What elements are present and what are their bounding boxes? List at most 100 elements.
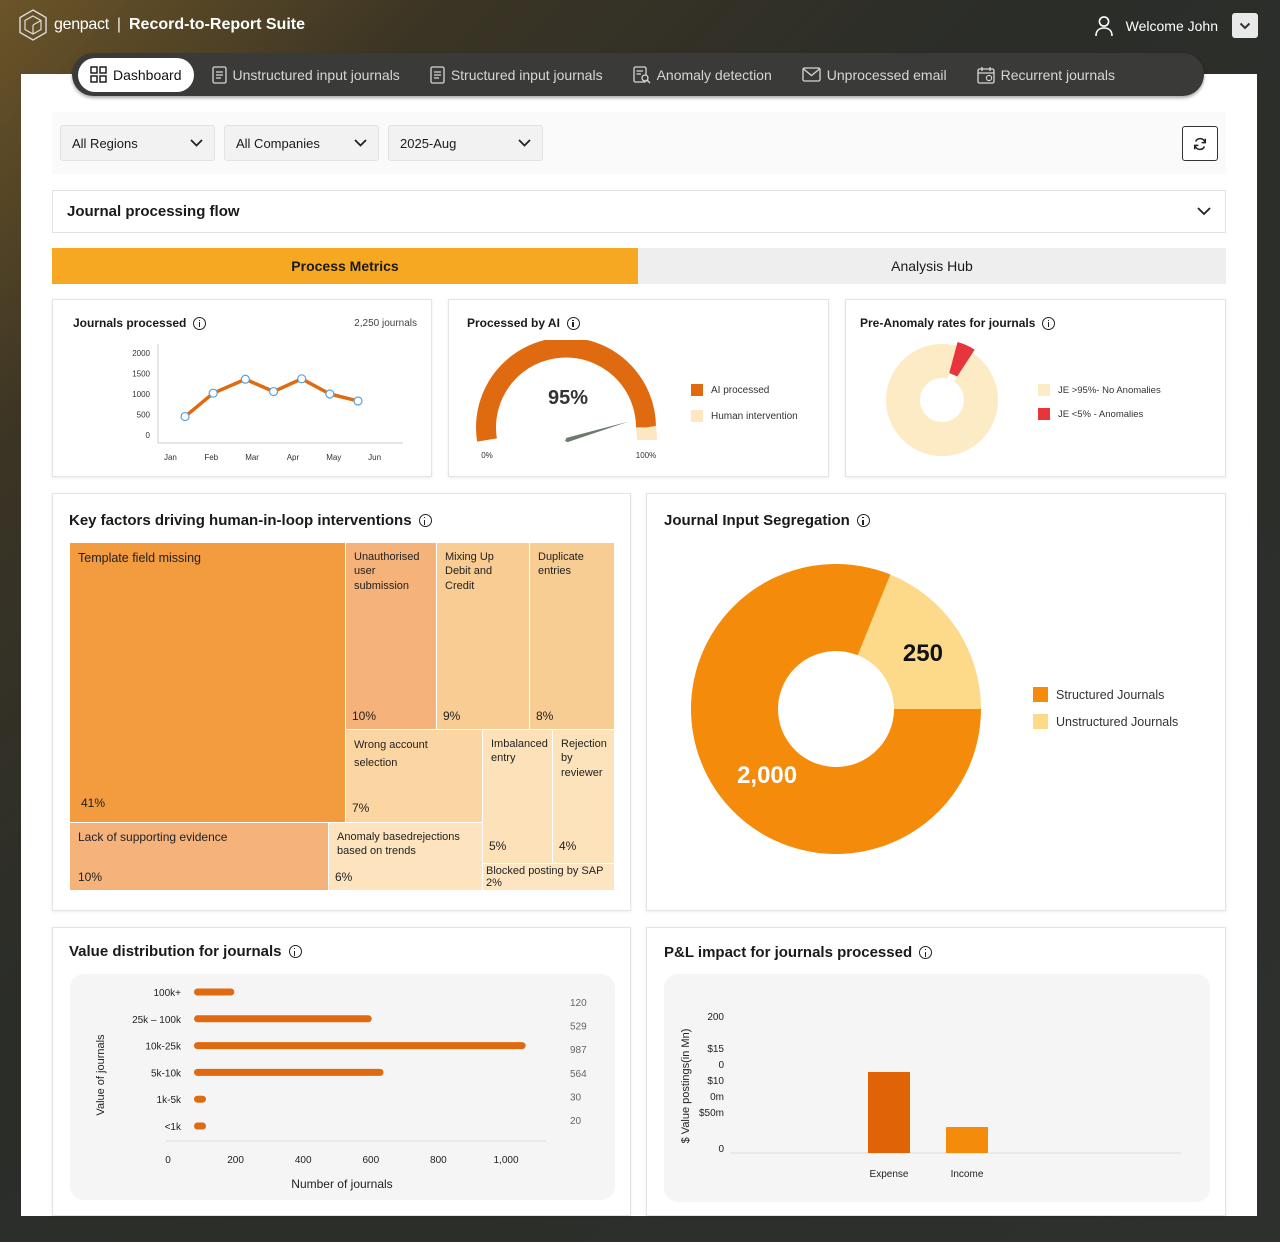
x-tick-label: 800 — [430, 1155, 447, 1166]
ai-legend: AI processed Human intervention — [691, 384, 798, 434]
info-icon[interactable] — [919, 946, 933, 959]
nav-label: Unprocessed email — [826, 66, 947, 83]
x-tick-label: Jan — [164, 453, 177, 462]
legend-swatch — [1033, 687, 1048, 702]
journals-line-chart: 2000 1500 1000 500 0 Jan Feb Mar Apr May Jun — [132, 344, 403, 462]
legend-swatch — [1038, 408, 1050, 420]
legend-swatch — [691, 384, 703, 396]
info-icon[interactable] — [566, 316, 580, 330]
card-title: Journal Input Segregation — [664, 512, 870, 529]
y-tick-label: $10 — [707, 1076, 724, 1087]
treemap-cell[interactable]: Imbalanced entry 5% — [483, 730, 553, 864]
period-select[interactable]: 2025-Aug — [388, 125, 543, 161]
x-tick-label: Feb — [204, 453, 218, 462]
legend-label: Structured Journals — [1056, 687, 1165, 702]
journal-processing-flow-accordion[interactable]: Journal processing flow — [52, 190, 1226, 233]
info-icon[interactable] — [288, 945, 302, 958]
nav-unstructured-input-journals[interactable]: Unstructured input journals — [200, 58, 412, 92]
nav-anomaly-detection[interactable]: Anomaly detection — [621, 58, 784, 92]
info-icon[interactable] — [418, 514, 432, 527]
y-tick-label: $15 — [707, 1044, 724, 1055]
legend-item: JE >95%- No Anomalies — [1038, 384, 1161, 396]
cell-value: 10% — [352, 709, 377, 724]
info-icon[interactable] — [1042, 316, 1056, 330]
pl-impact-bar-chart: 200 $15 0 $10 0m $50m 0 Expense Income $ Value po… — [680, 1012, 1181, 1180]
processed-by-ai-card: Processed by AI 0% 100% 95% AI processed… — [448, 299, 829, 477]
nav-label: Structured input journals — [450, 66, 603, 83]
card-title-text: Pre-Anomaly rates for journals — [860, 316, 1036, 330]
tab-analysis-hub[interactable]: Analysis Hub — [638, 248, 1226, 284]
legend-item: Structured Journals — [1033, 687, 1178, 702]
treemap-cell[interactable]: Rejection by reviewer 4% — [553, 730, 615, 864]
cell-label: Lack of supporting evidence — [78, 830, 228, 844]
tab-process-metrics[interactable]: Process Metrics — [52, 248, 638, 284]
nav-dashboard[interactable]: Dashboard — [78, 57, 194, 92]
y-tick-label: 500 — [137, 411, 151, 420]
chart-area: 100k+ 120 25k – 100k 529 10k-25k 987 5k-10k 564… — [70, 974, 615, 1200]
chevron-down-icon — [190, 139, 203, 147]
nav-structured-input-journals[interactable]: Structured input journals — [418, 58, 615, 92]
region-select[interactable]: All Regions — [60, 125, 215, 161]
x-tick-label: Expense — [870, 1169, 909, 1180]
document-icon — [430, 65, 445, 84]
nav-unprocessed-email[interactable]: Unprocessed email — [790, 58, 959, 92]
treemap-cell[interactable]: Wrong account selection 7% — [346, 730, 483, 823]
user-icon — [1094, 15, 1113, 36]
x-tick-label: 1,000 — [493, 1155, 518, 1166]
cell-label: Blocked posting by SAP — [486, 865, 604, 877]
chevron-down-icon — [518, 139, 531, 147]
key-factors-card: Key factors driving human-in-loop interv… — [52, 493, 631, 911]
bar — [194, 1068, 384, 1076]
refresh-icon — [1193, 137, 1207, 150]
region-value: All Regions — [72, 135, 138, 151]
y-tick-label: 1500 — [132, 370, 150, 379]
treemap-cell[interactable]: Unauthorised user submission 10% — [346, 543, 437, 730]
period-value: 2025-Aug — [400, 135, 457, 151]
bar-value-label: 30 — [570, 1092, 582, 1103]
cell-value: 9% — [443, 709, 461, 724]
info-icon[interactable] — [193, 316, 207, 330]
gauge-ai-arc — [476, 340, 657, 442]
x-tick-label: Mar — [245, 453, 259, 462]
x-tick-label: May — [326, 453, 341, 462]
data-point — [180, 411, 190, 422]
brand[interactable]: genpact | Record-to-Report Suite — [18, 8, 305, 42]
user-dropdown-button[interactable] — [1232, 13, 1258, 38]
cell-label: Duplicate entries — [538, 551, 584, 578]
y-tick-label: 0 — [718, 1144, 724, 1155]
treemap-cell[interactable]: Blocked posting by SAP 2% — [483, 864, 615, 891]
treemap-cell[interactable]: Anomaly basedrejections based on trends … — [329, 823, 483, 891]
cell-value: 10% — [78, 870, 103, 885]
donut-value-label: 2,000 — [737, 762, 797, 789]
user-menu[interactable]: Welcome John — [1094, 13, 1258, 38]
bar-value-label: 564 — [570, 1069, 587, 1080]
bar — [946, 1127, 988, 1153]
treemap-cell[interactable]: Template field missing 41% — [70, 543, 346, 823]
card-title: P&L impact for journals processed — [664, 944, 933, 961]
card-title-text: Key factors driving human-in-loop interv… — [69, 512, 412, 529]
value-distribution-bar-chart: 100k+ 120 25k – 100k 529 10k-25k 987 5k-10k 564… — [95, 988, 587, 1191]
suite-title: Record-to-Report Suite — [129, 16, 305, 33]
y-tick-label: 200 — [707, 1012, 724, 1023]
treemap-cell[interactable]: Lack of supporting evidence 10% — [70, 823, 329, 891]
company-select[interactable]: All Companies — [224, 125, 379, 161]
card-title-text: Value distribution for journals — [69, 943, 282, 960]
card-title-text: Journals processed — [73, 316, 187, 330]
refresh-button[interactable] — [1182, 126, 1218, 161]
segregation-donut-chart: 250 2,000 — [691, 564, 981, 854]
bar — [194, 988, 235, 996]
y-axis-label: $ Value postings(in Mn) — [680, 1029, 692, 1144]
treemap-cell[interactable]: Duplicate entries 8% — [530, 543, 615, 730]
info-icon[interactable] — [856, 514, 870, 527]
bar — [194, 1122, 206, 1130]
bar — [194, 1042, 526, 1050]
x-tick-label: 200 — [227, 1155, 244, 1166]
filters-bar: All Regions All Companies 2025-Aug — [52, 112, 1226, 174]
brand-separator: | — [116, 16, 121, 33]
x-axis-label: Number of journals — [291, 1177, 392, 1191]
treemap-cell[interactable]: Mixing Up Debit and Credit 9% — [437, 543, 530, 730]
y-tick-label: $50m — [699, 1108, 724, 1119]
nav-recurrent-journals[interactable]: Recurrent journals — [965, 58, 1127, 92]
welcome-text: Welcome John — [1125, 17, 1218, 34]
cell-value: 8% — [536, 709, 554, 724]
